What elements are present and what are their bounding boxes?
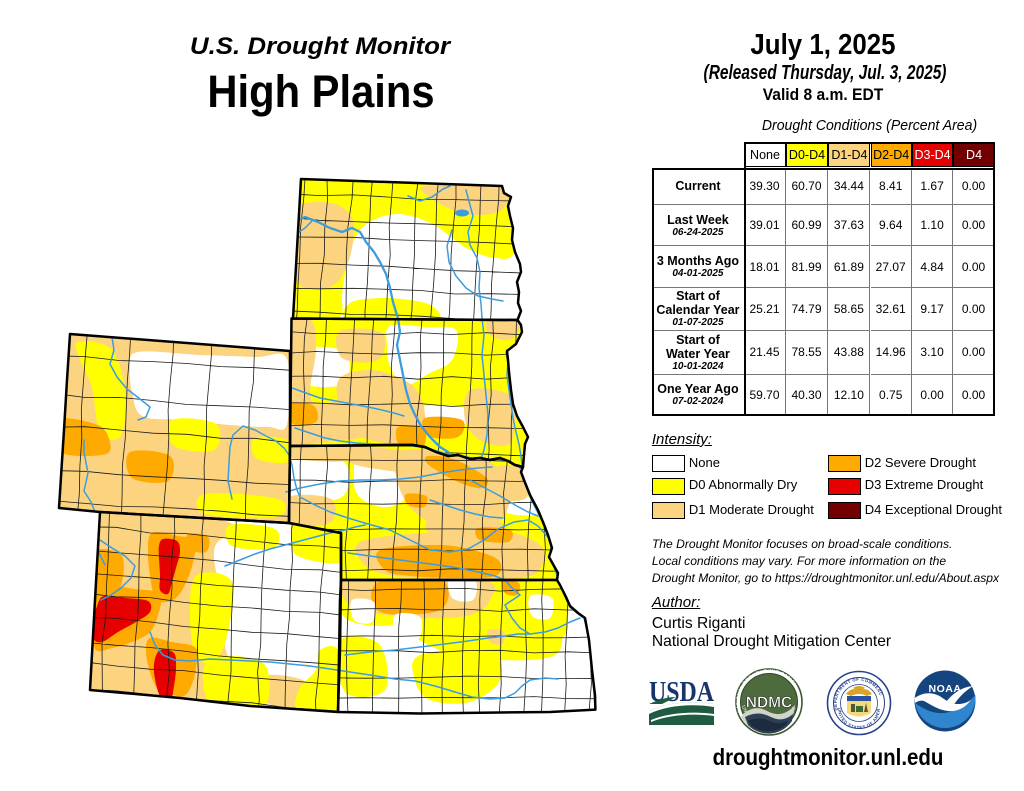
svg-text:UNIVERSITY OF NEBRASKA: UNIVERSITY OF NEBRASKA (0, 0, 797, 728)
svg-text:NDMC: NDMC (746, 695, 793, 712)
svg-text:DEPARTMENT OF COMMERCE: DEPARTMENT OF COMMERCE (0, 0, 883, 711)
svg-text:UNITED STATES OF AMERICA: UNITED STATES OF AMERICA (0, 0, 881, 730)
svg-text:NOAA: NOAA (929, 683, 962, 695)
